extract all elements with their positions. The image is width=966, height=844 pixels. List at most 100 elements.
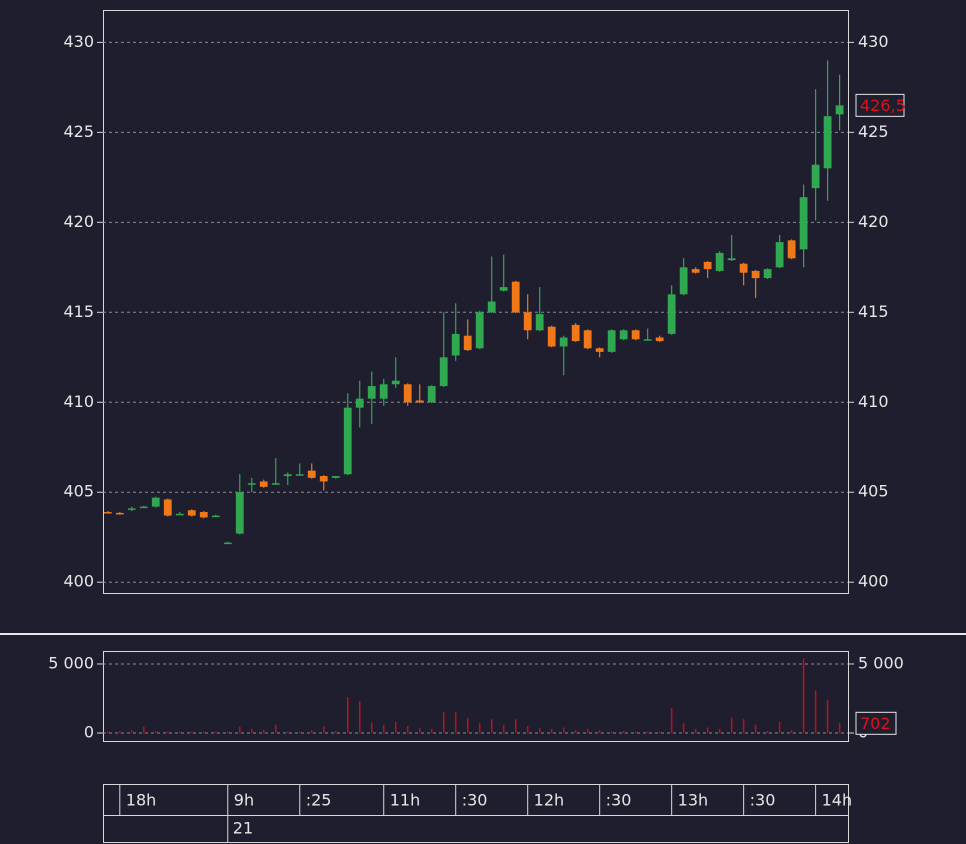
volume-bar bbox=[670, 708, 673, 733]
candle-body bbox=[715, 252, 724, 271]
candle-body bbox=[775, 242, 784, 268]
last-volume-label: 702 bbox=[860, 714, 891, 733]
candle-body bbox=[619, 330, 628, 340]
volume-bar bbox=[634, 731, 637, 733]
volume-bar bbox=[766, 730, 769, 733]
y2-tick-label: 430 bbox=[858, 32, 889, 51]
volume-bar bbox=[538, 728, 541, 733]
y-tick-label: 420 bbox=[63, 212, 94, 231]
volume-bar bbox=[466, 717, 469, 733]
volume-bar bbox=[526, 726, 529, 733]
volume-bar bbox=[191, 731, 193, 733]
x-tick-label: :30 bbox=[750, 791, 776, 810]
candle-body bbox=[523, 312, 532, 331]
candle-body bbox=[691, 269, 700, 273]
volume-bar bbox=[730, 717, 733, 733]
candle-body bbox=[235, 492, 244, 534]
candle-body bbox=[511, 281, 520, 313]
y-tick-label: 0 bbox=[84, 722, 94, 741]
volume-bar bbox=[718, 728, 721, 733]
volume-bar bbox=[742, 719, 745, 733]
volume-bar bbox=[706, 727, 709, 733]
x-tick-label: 9h bbox=[234, 791, 254, 810]
candle-body bbox=[607, 330, 616, 352]
volume-bar bbox=[490, 719, 493, 733]
volume-bar bbox=[227, 731, 229, 733]
x-tick-label: 12h bbox=[534, 791, 565, 810]
volume-bar bbox=[131, 730, 133, 733]
volume-bar bbox=[790, 730, 793, 733]
candle-body bbox=[667, 294, 676, 334]
candle-body bbox=[199, 512, 208, 518]
candle-body bbox=[343, 407, 352, 475]
candle-body bbox=[151, 497, 160, 507]
volume-bar bbox=[586, 728, 589, 733]
x-tick-label: 13h bbox=[678, 791, 709, 810]
volume-bar bbox=[838, 723, 841, 733]
x-tick-label: :30 bbox=[606, 791, 632, 810]
candle-body bbox=[127, 508, 136, 510]
y-tick-label: 425 bbox=[63, 122, 94, 141]
volume-bar bbox=[622, 730, 625, 733]
candle-body bbox=[583, 330, 592, 349]
y2-tick-label: 405 bbox=[858, 482, 889, 501]
last-value-label: 426,5 bbox=[860, 96, 906, 115]
y2-tick-label: 415 bbox=[858, 302, 889, 321]
candle-body bbox=[547, 326, 556, 347]
volume-bar bbox=[263, 729, 265, 733]
volume-bar bbox=[454, 712, 457, 733]
y-tick-label: 410 bbox=[63, 392, 94, 411]
candle-body bbox=[727, 258, 736, 261]
last-volume-box bbox=[855, 711, 897, 735]
volume-bar bbox=[514, 719, 517, 733]
candle-body bbox=[835, 105, 844, 115]
volume-bar bbox=[574, 730, 577, 733]
volume-bar bbox=[658, 731, 661, 733]
volume-bar bbox=[167, 731, 169, 733]
volume-bar bbox=[682, 723, 685, 733]
volume-bar bbox=[275, 724, 277, 733]
volume-bar bbox=[155, 730, 157, 733]
candle-body bbox=[163, 499, 172, 516]
volume-bar bbox=[802, 658, 805, 733]
volume-bar bbox=[550, 728, 553, 733]
volume-bar bbox=[143, 726, 145, 733]
volume-bar bbox=[502, 724, 505, 733]
y-tick-label: 430 bbox=[63, 32, 94, 51]
candle-body bbox=[763, 269, 772, 279]
candle-body bbox=[295, 474, 304, 476]
candle-body bbox=[535, 314, 544, 331]
candle-body bbox=[787, 240, 796, 259]
y-tick-label: 415 bbox=[63, 302, 94, 321]
candle-body bbox=[307, 470, 316, 478]
y2-tick-label: 410 bbox=[858, 392, 889, 411]
y2-tick-label: 400 bbox=[858, 572, 889, 591]
volume-bar bbox=[179, 731, 181, 733]
volume-bar bbox=[382, 724, 385, 733]
last-value-box bbox=[855, 93, 905, 117]
volume-bar bbox=[215, 731, 217, 733]
candle-body bbox=[103, 512, 112, 514]
candle-body bbox=[331, 476, 340, 478]
y2-tick-label: 5 000 bbox=[858, 653, 904, 672]
candle-body bbox=[499, 287, 508, 291]
candle-body bbox=[799, 197, 808, 250]
volume-bar bbox=[598, 730, 601, 733]
volume-bar bbox=[478, 723, 481, 733]
x-tick-label: :30 bbox=[462, 791, 488, 810]
volume-bar bbox=[418, 728, 421, 733]
candle-body bbox=[187, 510, 196, 516]
volume-bar bbox=[334, 730, 337, 733]
y-tick-label: 5 000 bbox=[48, 653, 94, 672]
volume-bar bbox=[346, 697, 349, 733]
candle-body bbox=[427, 386, 436, 403]
candle-body bbox=[415, 400, 424, 403]
candle-body bbox=[487, 301, 496, 313]
candle-body bbox=[475, 312, 484, 349]
volume-bar bbox=[370, 722, 373, 733]
candle-body bbox=[223, 542, 232, 545]
volume-bar bbox=[406, 726, 409, 733]
candle-body bbox=[571, 324, 580, 342]
candle-body bbox=[283, 474, 292, 477]
